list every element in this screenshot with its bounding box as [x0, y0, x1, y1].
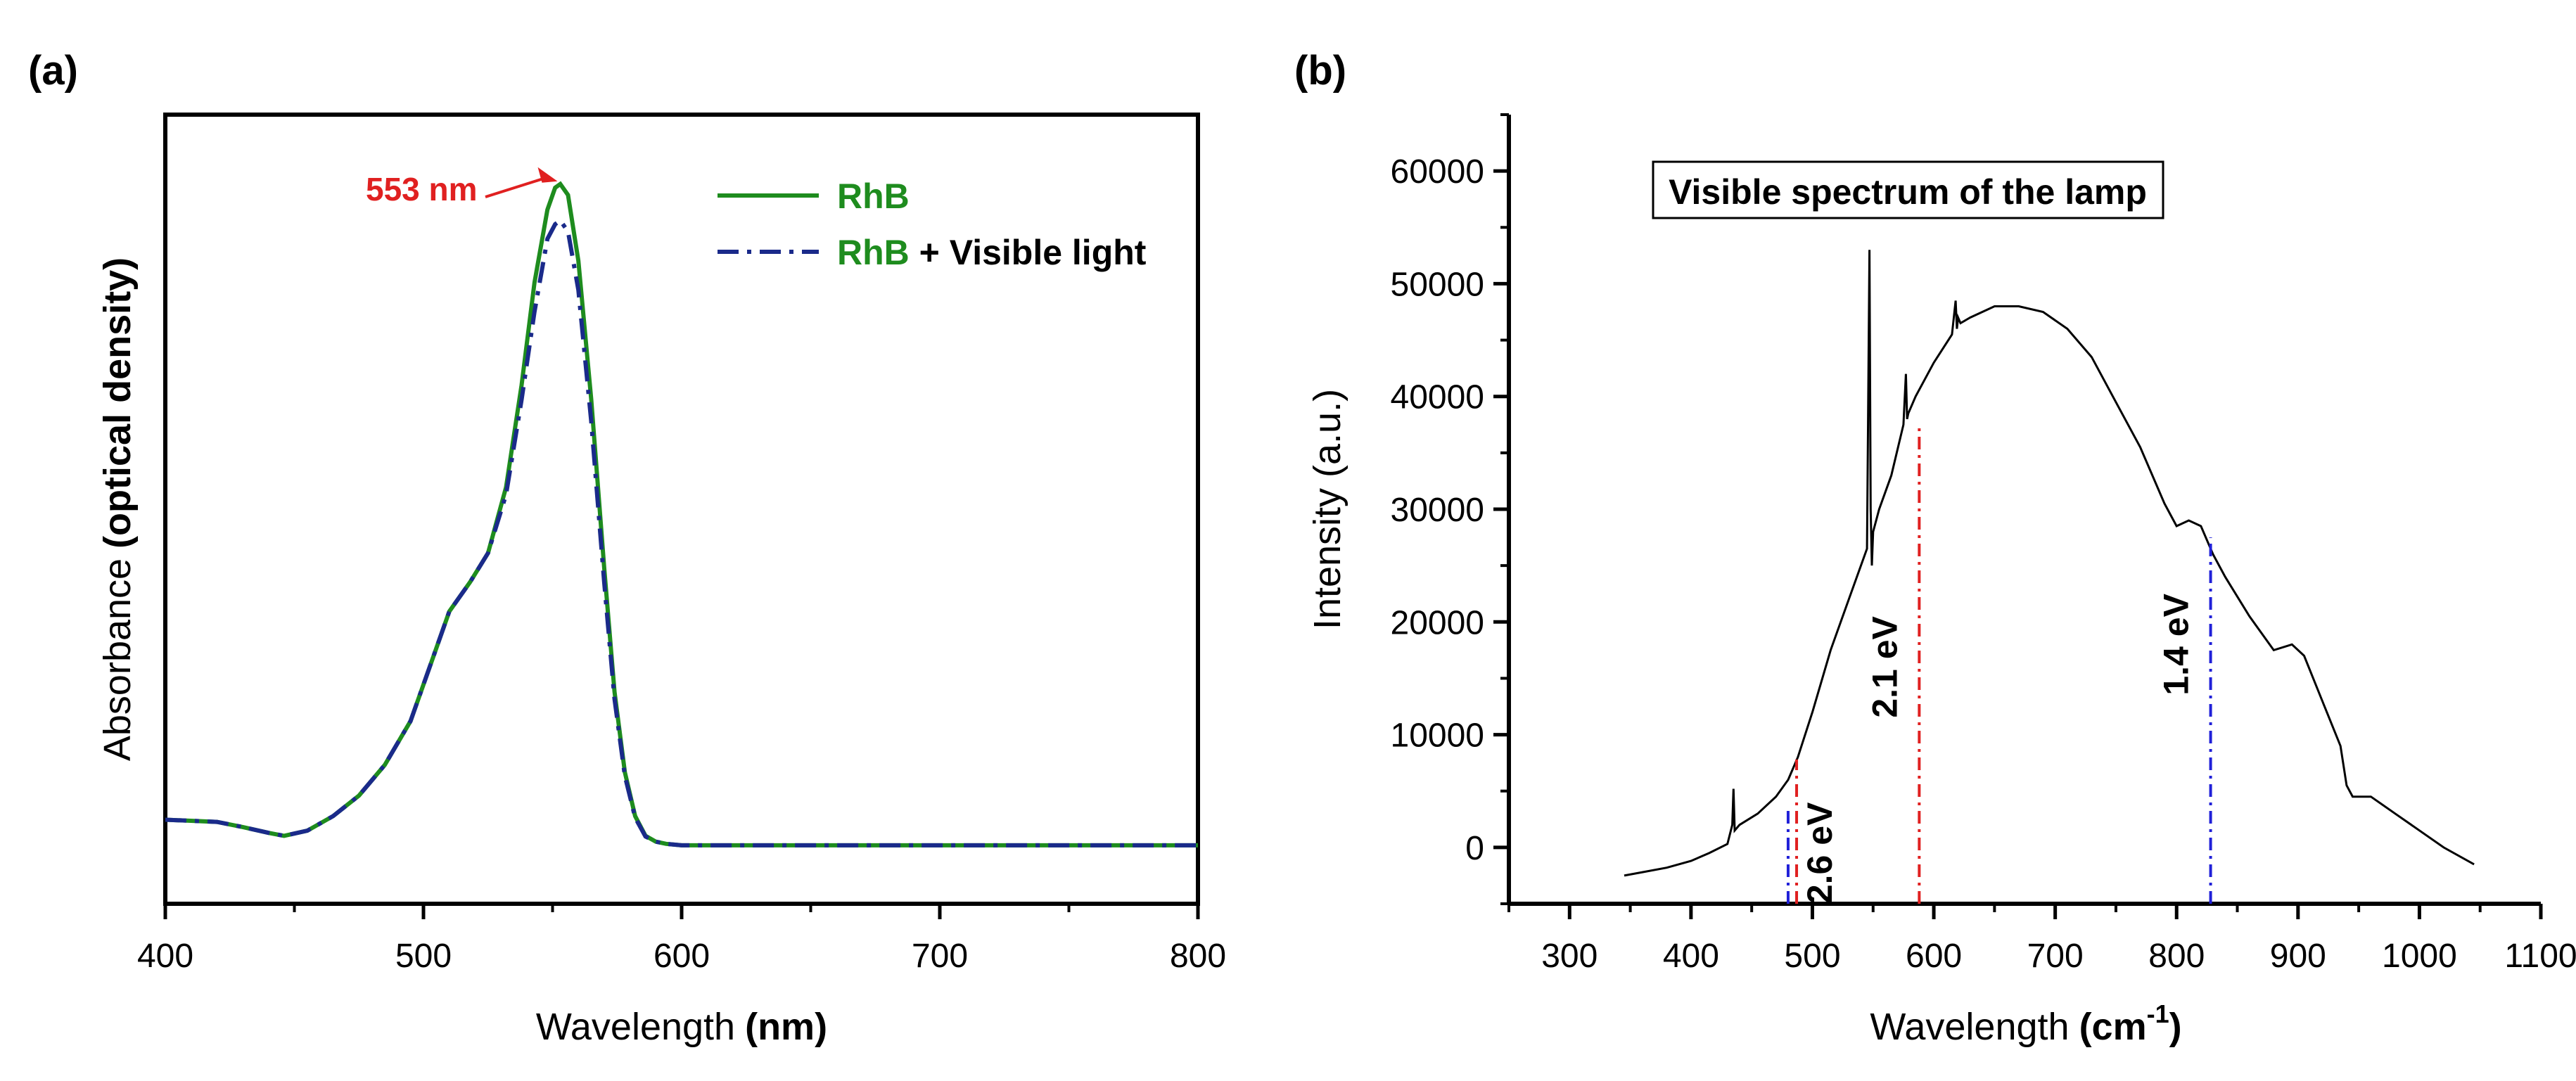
panel-b-x-tick-label: 300 [1541, 938, 1598, 975]
panel-b-x-tick-label: 600 [1906, 938, 1962, 975]
panel-a-series-rhb-visible [165, 217, 1198, 847]
energy-marker-2-1ev-label: 2.1 eV [1865, 615, 1904, 717]
panel-a-y-axis-title: Absorbance (optical density) [96, 257, 139, 761]
panel-b-label: (b) [1294, 48, 1346, 94]
panel-b-x-axis-unit-close: ) [2169, 1006, 2182, 1048]
legend-entry-rhb-visible: RhB + Visible light [837, 233, 1147, 272]
peak-annotation-arrowhead [537, 167, 558, 183]
panel-a-y-axis-qualifier: (optical density) [96, 257, 139, 549]
energy-marker-2-6ev-label: 2.6 eV [1800, 802, 1839, 904]
panel-b-x-tick-label: 900 [2270, 938, 2326, 975]
panel-a-series-rhb [165, 181, 1198, 847]
panel-b-title: Visible spectrum of the lamp [1669, 172, 2147, 212]
panel-b-y-tick-label: 50000 [1391, 266, 1484, 303]
panel-a-x-tick-label: 700 [912, 938, 968, 975]
panel-b-y-axis-title: Intensity (a.u.) [1306, 389, 1348, 629]
panel-b-x-tick-label: 800 [2148, 938, 2205, 975]
panel-a: (a) 400 500 600 700 800 Wavelength (nm) A… [28, 48, 1226, 1048]
panel-b-y-tick-label: 10000 [1391, 717, 1484, 755]
panel-b-x-tick-label: 1100 [2504, 938, 2576, 975]
panel-b: (b) 300 400 500 600 700 800 900 1000 110… [1294, 48, 2576, 1048]
panel-b-y-tick-label: 40000 [1391, 379, 1484, 416]
panel-b-y-tick-label: 0 [1465, 830, 1484, 867]
panel-a-x-tick-label: 600 [653, 938, 710, 975]
panel-a-x-tick-label: 800 [1170, 938, 1226, 975]
legend-label-visible-part: + Visible light [910, 233, 1147, 272]
panel-b-x-axis-unit-exponent: -1 [2147, 999, 2169, 1028]
panel-b-x-tick-label: 500 [1784, 938, 1840, 975]
panel-b-x-axis-title: Wavelength (cm-1) [1870, 999, 2181, 1048]
legend-label-rhb: RhB [837, 177, 910, 216]
panel-b-ticks [1493, 113, 2543, 919]
panel-a-label: (a) [28, 48, 78, 94]
panel-b-x-axis-label: Wavelength [1870, 1006, 2069, 1048]
panel-b-y-tick-label: 20000 [1391, 604, 1484, 641]
panel-b-x-tick-label: 400 [1663, 938, 1719, 975]
peak-annotation-label: 553 nm [366, 171, 478, 207]
panel-b-x-axis-unit: (cm [2079, 1006, 2147, 1048]
legend-entry-rhb: RhB [837, 177, 910, 216]
panel-a-y-axis-label: Absorbance [96, 558, 139, 761]
panel-b-title-box [1652, 160, 2164, 219]
panel-a-x-axis-unit: (nm) [745, 1006, 827, 1048]
legend-label-rhb-part: RhB [837, 233, 910, 272]
panel-a-x-axis-title: Wavelength (nm) [536, 1006, 827, 1048]
energy-marker-1-4ev-label: 1.4 eV [2157, 593, 2196, 695]
panel-b-x-tick-label: 1000 [2382, 938, 2457, 975]
panel-a-x-tick-label: 400 [137, 938, 193, 975]
panel-a-x-tick-label: 500 [395, 938, 452, 975]
panel-b-x-tick-label: 700 [2027, 938, 2084, 975]
peak-annotation-arrow [485, 176, 547, 198]
panel-b-y-tick-label: 60000 [1391, 153, 1484, 191]
panel-a-x-ticks [163, 904, 1200, 919]
panel-a-x-axis-label: Wavelength [536, 1006, 735, 1048]
lamp-spectrum-line [1624, 250, 2475, 877]
panel-b-y-tick-label: 30000 [1391, 492, 1484, 529]
